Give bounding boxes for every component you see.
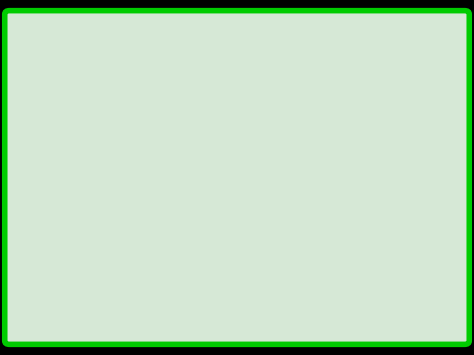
Text: =: = [170, 284, 179, 294]
FancyBboxPatch shape [126, 242, 175, 259]
Text: Derivatives of Trigonometric Functions: Derivatives of Trigonometric Functions [62, 34, 412, 51]
FancyBboxPatch shape [237, 242, 284, 259]
Text: $\dfrac{d}{dx}$: $\dfrac{d}{dx}$ [109, 239, 123, 262]
Text: $\sin^n\!\left[f(x)\right]$: $\sin^n\!\left[f(x)\right]$ [132, 284, 167, 296]
Text: =: = [173, 245, 182, 255]
Text: $\times$: $\times$ [280, 246, 289, 255]
Text: $\{-\sin[f(x)]\}$: $\{-\sin[f(x)]\}$ [239, 245, 283, 256]
FancyBboxPatch shape [286, 242, 317, 259]
Text: $n\!\times\!\sin^{n-1}\!\left[f(x)\right]$: $n\!\times\!\sin^{n-1}\!\left[f(x)\right… [178, 283, 228, 296]
Text: $\cos[f(x)]$: $\cos[f(x)]$ [235, 284, 265, 295]
Text: Power ,  Trigonometry ,  Angle: Power , Trigonometry , Angle [143, 220, 331, 230]
Text: $\times$: $\times$ [225, 284, 233, 295]
FancyBboxPatch shape [126, 281, 173, 298]
Text: $\times$: $\times$ [231, 245, 240, 256]
Text: $\times$: $\times$ [266, 285, 274, 294]
Text: $\dfrac{d}{dx}$: $\dfrac{d}{dx}$ [109, 278, 123, 301]
Text: has a horizontal tangent for  $0 < \theta < \dfrac{\pi}{2}$: has a horizontal tangent for $0 < \theta… [98, 163, 376, 192]
Text: $\cos^n\!\left[f(x)\right]$: $\cos^n\!\left[f(x)\right]$ [132, 245, 169, 257]
FancyBboxPatch shape [230, 281, 270, 298]
FancyBboxPatch shape [180, 242, 235, 259]
Text: $f'(x)$: $f'(x)$ [293, 245, 310, 257]
Text: $n\!\times\!\cos^{n-1}\!\left[f(x)\right]$: $n\!\times\!\cos^{n-1}\!\left[f(x)\right… [182, 244, 233, 257]
FancyBboxPatch shape [272, 281, 302, 298]
FancyBboxPatch shape [177, 281, 229, 298]
Text: & Equations of Tangents And Normals: & Equations of Tangents And Normals [65, 73, 409, 90]
Text: $f'(x)$: $f'(x)$ [279, 284, 295, 296]
Text: Find the value of $\theta$ , for which  $y = \cos^4\!\theta + \sin^4\!\theta$: Find the value of $\theta$ , for which $… [62, 120, 412, 142]
FancyBboxPatch shape [109, 209, 365, 334]
